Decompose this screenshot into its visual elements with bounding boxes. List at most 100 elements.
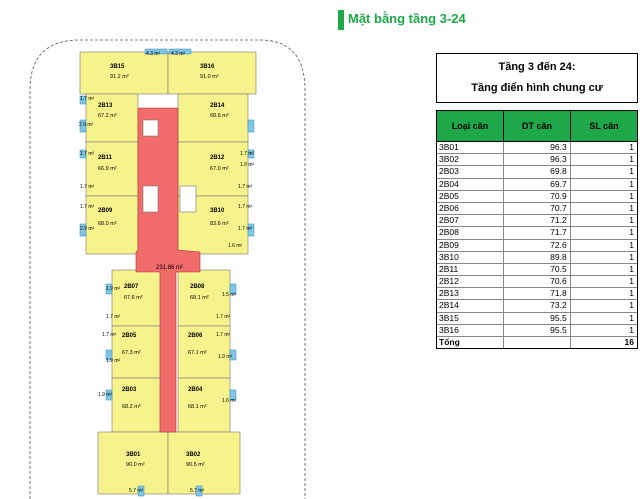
col-header-area: DT căn	[503, 110, 571, 142]
table-row: 2B12 70.6 1	[437, 276, 637, 289]
total-area-empty	[504, 337, 571, 349]
cell-qty: 1	[629, 324, 634, 335]
cell-area: 70.6	[504, 276, 571, 288]
cell-area: 69.7	[504, 178, 571, 190]
total-label: Tổng	[437, 337, 505, 349]
balcony-shape	[79, 95, 87, 105]
apt-area: 67.6 m²	[124, 295, 143, 301]
balcony-label: 1.9 m²	[106, 286, 121, 292]
balcony-label: 1.7 m²	[216, 332, 231, 338]
balcony-label: 4.3 m²	[146, 51, 161, 57]
cell-qty: 1	[629, 142, 634, 152]
cell-area: 96.3	[504, 142, 571, 154]
balcony-shape	[247, 223, 255, 237]
cell-type: 2B05	[437, 190, 505, 202]
table-row: 2B05 70.9 1	[437, 190, 637, 203]
balcony-shape	[79, 223, 87, 237]
table-body: 3B01 96.3 1 3B02 96.3 1 2B03 69.8 1 2B04 69.7 1 …	[436, 142, 638, 350]
apt-label: 3B15	[110, 64, 125, 70]
table-subtitle: Tầng điển hình chung cư	[471, 82, 603, 94]
cell-type: 2B13	[437, 288, 505, 300]
cell-qty: 1	[629, 178, 634, 189]
apt-label: 2B09	[98, 208, 113, 214]
table-row: 2B07 71.2 1	[437, 215, 637, 228]
cell-area: 73.2	[504, 300, 571, 312]
corridor-area-label: 231.86 m²	[156, 265, 184, 271]
balcony-shape	[229, 389, 237, 401]
cell-type: 2B08	[437, 227, 505, 239]
cell-type: 2B07	[437, 215, 505, 227]
balcony-label: 5.7 m²	[129, 488, 144, 494]
balcony-label: 1.6 m²	[228, 243, 243, 249]
cell-area: 71.2	[504, 215, 571, 227]
table-row: 3B01 96.3 1	[437, 142, 637, 155]
balcony-shape	[79, 149, 87, 159]
apt-area: 90.0 m²	[126, 462, 145, 468]
table-row: 2B11 70.5 1	[437, 263, 637, 277]
apt-label: 2B11	[98, 155, 113, 161]
apt-3B16-shape	[167, 51, 257, 95]
balcony-label: 1.7 m²	[80, 184, 95, 190]
balcony-label: 4.3 m²	[171, 51, 186, 57]
table-row: 3B02 96.3 1	[437, 154, 637, 167]
apt-3B15-shape	[79, 51, 169, 95]
apt-area: 68.2 m²	[122, 404, 141, 410]
apt-area: 91.2 m²	[110, 74, 129, 80]
apt-area: 68.1 m²	[188, 404, 207, 410]
cell-area: 70.7	[504, 202, 571, 215]
cell-qty: 1	[629, 263, 634, 274]
cell-type: 2B04	[437, 178, 505, 190]
cell-qty: 1	[629, 202, 634, 213]
cell-type: 2B11	[437, 263, 505, 276]
balcony-label: 1.9 m²	[218, 354, 233, 360]
apt-label: 2B13	[98, 103, 113, 109]
cell-qty: 1	[629, 239, 634, 250]
cell-qty: 1	[629, 154, 634, 165]
site-boundary	[29, 39, 306, 499]
table-row: 2B03 69.8 1	[437, 166, 637, 179]
balcony-label: 1.6 m²	[222, 398, 237, 404]
cell-qty: 1	[629, 166, 634, 177]
cell-qty: 1	[629, 190, 634, 201]
table-row: 3B10 89.8 1	[437, 251, 637, 264]
table-row: 2B13 71.8 1	[437, 288, 637, 301]
balcony-label: 1.7 m²	[80, 96, 95, 102]
balcony-label: 2.9 m²	[79, 122, 94, 128]
balcony-label: 5.7 m²	[190, 488, 205, 494]
balcony-shape	[247, 119, 255, 133]
cell-area: 71.8	[504, 288, 571, 300]
cell-type: 3B10	[437, 251, 505, 263]
apt-area: 68.1 m²	[190, 295, 209, 301]
apt-area: 67.3 m²	[122, 350, 141, 356]
cell-qty: 1	[629, 288, 634, 299]
cell-type: 3B15	[437, 312, 505, 324]
apt-label: 2B06	[188, 333, 203, 339]
cell-area: 69.8	[504, 166, 571, 178]
balcony-label: 1.9 m²	[98, 392, 113, 398]
balcony-shape	[137, 485, 145, 497]
cell-area: 96.3	[504, 154, 571, 166]
apt-area: 83.6 m²	[210, 221, 229, 227]
apt-label: 2B03	[122, 387, 137, 393]
cell-qty: 1	[629, 215, 634, 226]
balcony-label: 1.5 m²	[222, 292, 237, 298]
balcony-label: 1.7 m²	[80, 151, 95, 157]
table-total-row: Tổng 16	[437, 337, 637, 350]
apt-3B02-shape	[167, 431, 241, 495]
cell-qty: 1	[629, 251, 634, 262]
cell-area: 95.5	[504, 324, 571, 336]
apt-3B01-shape	[97, 431, 169, 495]
apt-label: 2B04	[188, 387, 203, 393]
title-accent-bar	[338, 10, 344, 30]
apt-label: 2B12	[210, 155, 225, 161]
balcony-label: 1.7 m²	[106, 314, 121, 320]
table-row: 3B16 95.5 1	[437, 324, 637, 337]
apt-area: 66.9 m²	[98, 166, 117, 172]
apt-2B08-shape	[177, 269, 231, 327]
apt-label: 3B01	[126, 452, 141, 458]
cell-area: 89.8	[504, 251, 571, 263]
total-qty: 16	[624, 337, 634, 347]
table-row: 2B09 72.6 1	[437, 239, 637, 252]
cell-area: 70.9	[504, 190, 571, 202]
floor-plan: 231.86 m² 3B15 91.2 m² 3B16 91.0 m² 2B13…	[29, 39, 306, 499]
